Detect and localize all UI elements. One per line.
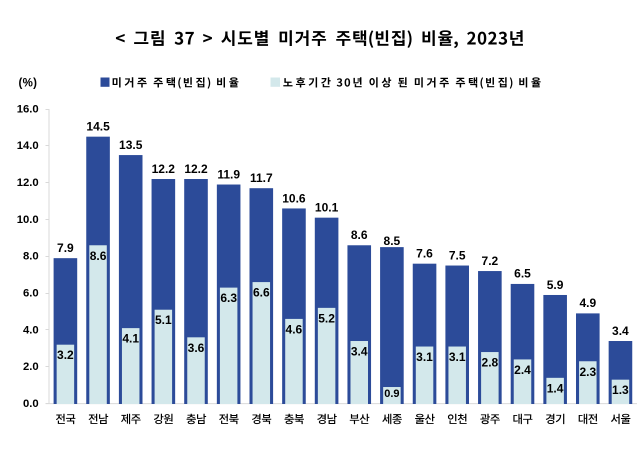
svg-text:4.0: 4.0: [23, 324, 39, 336]
svg-text:2.3: 2.3: [579, 365, 596, 379]
svg-text:16.0: 16.0: [17, 103, 39, 115]
svg-text:0.9: 0.9: [384, 388, 399, 400]
svg-text:12.0: 12.0: [17, 177, 39, 189]
svg-text:5.1: 5.1: [155, 313, 172, 327]
svg-text:2.8: 2.8: [482, 356, 499, 370]
svg-text:2.4: 2.4: [514, 363, 531, 377]
svg-text:12.2: 12.2: [184, 162, 208, 176]
svg-text:14.0: 14.0: [17, 140, 39, 152]
svg-text:6.3: 6.3: [220, 291, 237, 305]
svg-text:0.0: 0.0: [23, 398, 39, 410]
svg-text:7.2: 7.2: [482, 254, 499, 268]
svg-text:1.4: 1.4: [547, 381, 564, 395]
svg-text:4.6: 4.6: [286, 322, 303, 336]
svg-text:4.1: 4.1: [122, 332, 139, 346]
svg-text:1.3: 1.3: [612, 383, 629, 397]
svg-text:14.5: 14.5: [86, 120, 110, 134]
svg-text:11.7: 11.7: [250, 171, 273, 185]
svg-text:8.6: 8.6: [90, 249, 107, 263]
svg-text:(%): (%): [19, 78, 38, 90]
svg-text:10.1: 10.1: [315, 201, 339, 215]
svg-text:3.1: 3.1: [449, 350, 466, 364]
svg-text:2.0: 2.0: [23, 361, 39, 373]
svg-text:5.2: 5.2: [318, 311, 335, 325]
svg-text:8.6: 8.6: [351, 228, 368, 242]
svg-text:3.2: 3.2: [57, 348, 74, 362]
svg-text:6.5: 6.5: [514, 267, 531, 281]
svg-text:13.5: 13.5: [119, 138, 143, 152]
svg-text:12.2: 12.2: [152, 162, 176, 176]
svg-text:11.9: 11.9: [217, 167, 240, 181]
svg-text:8.0: 8.0: [23, 251, 39, 263]
svg-text:3.4: 3.4: [612, 324, 629, 338]
svg-text:7.6: 7.6: [416, 247, 433, 261]
svg-text:6.0: 6.0: [23, 287, 39, 299]
svg-text:4.9: 4.9: [579, 296, 596, 310]
svg-text:6.6: 6.6: [253, 286, 270, 300]
svg-text:8.5: 8.5: [384, 234, 401, 248]
svg-text:7.5: 7.5: [449, 248, 466, 262]
svg-text:10.0: 10.0: [17, 214, 39, 226]
svg-text:10.6: 10.6: [282, 191, 306, 205]
svg-text:3.6: 3.6: [188, 341, 205, 355]
svg-text:7.9: 7.9: [57, 241, 74, 255]
svg-text:3.1: 3.1: [416, 350, 433, 364]
svg-text:5.9: 5.9: [547, 278, 564, 292]
svg-text:3.4: 3.4: [351, 345, 368, 359]
